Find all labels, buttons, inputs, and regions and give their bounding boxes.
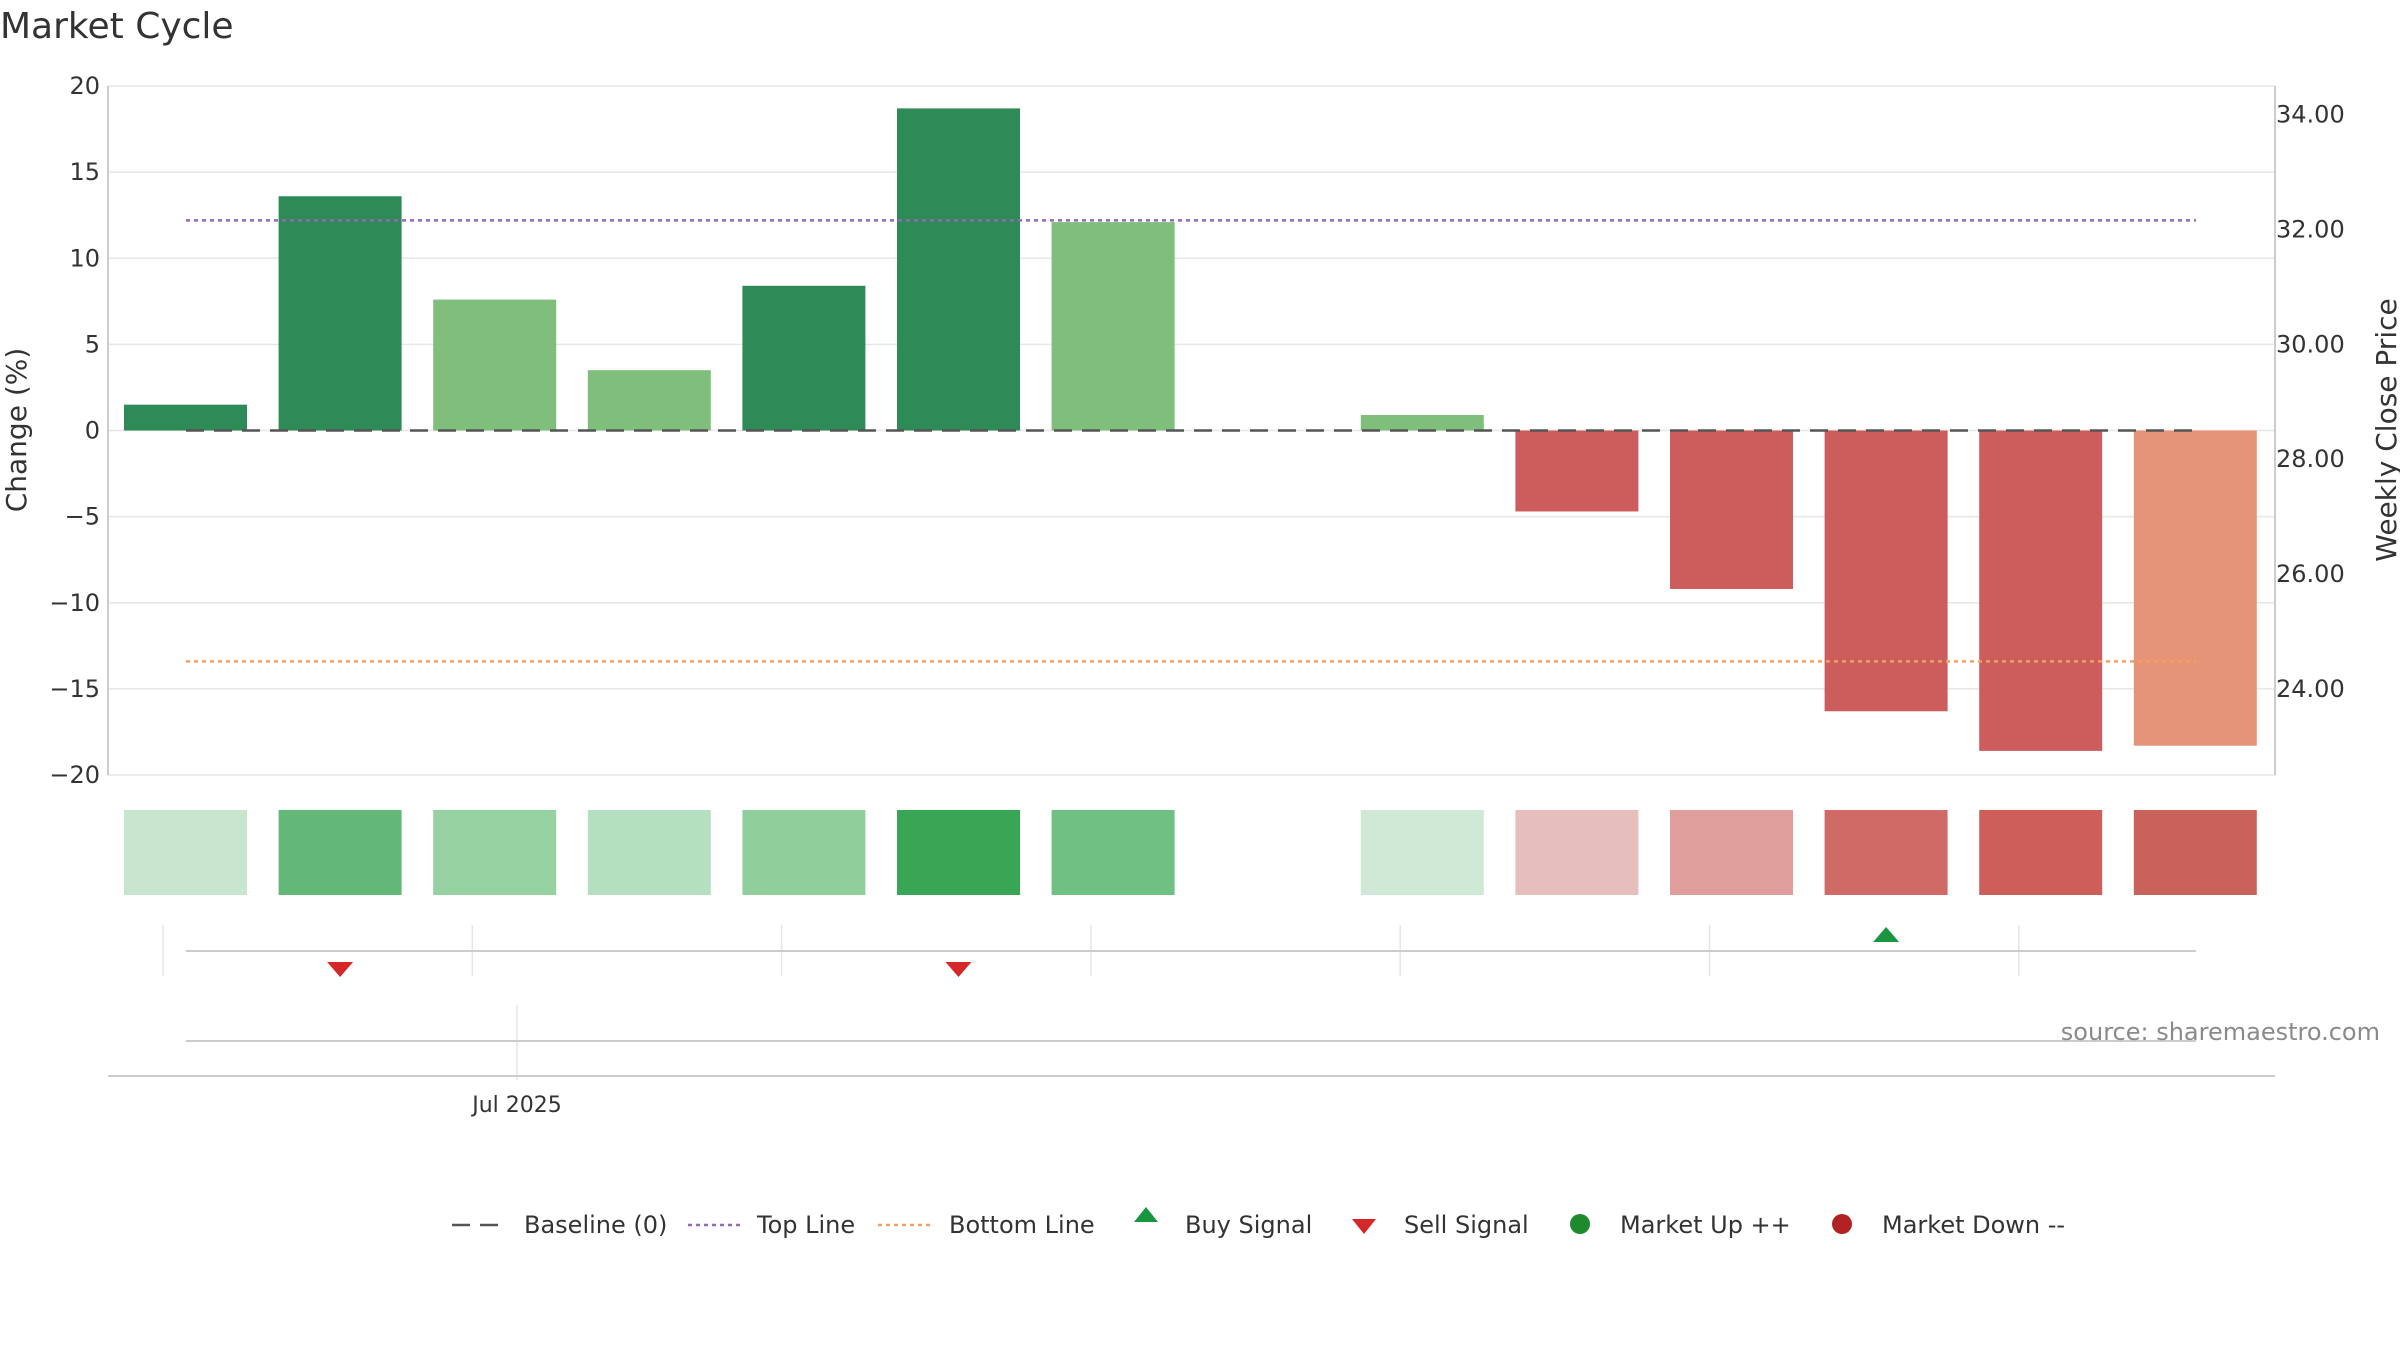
y-tick-label: 10 [69, 244, 100, 272]
bar-layer [124, 108, 2257, 751]
heat-cell [1360, 810, 1484, 895]
heat-cell [2133, 810, 2257, 895]
heat-cell [278, 810, 402, 895]
bar [897, 108, 1020, 431]
y-tick-label: −5 [65, 503, 100, 531]
y-tick-label: 15 [69, 158, 100, 186]
bar [1824, 430, 1948, 712]
y-tick-label: −20 [49, 761, 100, 789]
source-label: source: sharemaestro.com [2061, 1018, 2380, 1046]
legend-label: Market Down -- [1882, 1211, 2065, 1239]
buy-signal-marker [1873, 927, 1900, 942]
legend-up-icon [1570, 1214, 1590, 1234]
y2-tick-label: 32.00 [2276, 216, 2345, 244]
y2-axis-title: Weekly Close Price [2370, 298, 2400, 561]
bar [1979, 430, 2103, 751]
reference-lines [186, 219, 2196, 663]
heat-cell [897, 810, 1020, 895]
bar [1670, 430, 1793, 589]
y-tick-label: 0 [85, 417, 100, 445]
y-axis-title: Change (%) [0, 348, 33, 513]
bar [278, 196, 402, 431]
bar [1515, 430, 1639, 512]
legend-label: Bottom Line [949, 1211, 1095, 1239]
y2-tick-label: 26.00 [2276, 560, 2345, 588]
y2-tick-label: 28.00 [2276, 445, 2345, 473]
bar [1360, 414, 1484, 431]
heat-strip [124, 810, 2257, 895]
legend: Baseline (0) Top Line Bottom Line Buy Signa… [452, 1207, 2065, 1239]
date-panel: Jul 2025 [108, 1005, 2275, 1118]
legend-label: Sell Signal [1404, 1211, 1529, 1239]
heat-cell [433, 810, 557, 895]
y2-tick-label: 24.00 [2276, 675, 2345, 703]
heat-cell [124, 810, 247, 895]
bar [124, 404, 247, 431]
legend-label: Top Line [756, 1211, 855, 1239]
signal-panel [162, 925, 2196, 977]
heat-cell [1670, 810, 1793, 895]
axis-layer [107, 86, 2276, 775]
y2-tick-label: 34.00 [2276, 101, 2345, 129]
y-tick-label: −15 [49, 675, 100, 703]
heat-cell [1979, 810, 2103, 895]
y-tick-label: 20 [69, 72, 100, 100]
sell-signal-marker [327, 962, 354, 977]
bar [742, 285, 866, 431]
x-tick-label: Jul 2025 [470, 1093, 562, 1118]
bar [1051, 222, 1175, 431]
legend-buy-icon [1134, 1207, 1158, 1222]
legend-down-icon [1832, 1214, 1852, 1234]
y2-tick-label: 30.00 [2276, 330, 2345, 358]
heat-cell [1824, 810, 1948, 895]
bar [2133, 430, 2257, 746]
legend-sell-icon [1352, 1219, 1376, 1234]
y-tick-label: 5 [85, 330, 100, 358]
bar [587, 370, 711, 431]
legend-label: Buy Signal [1185, 1211, 1312, 1239]
y-tick-label: −10 [49, 589, 100, 617]
legend-label: Market Up ++ [1620, 1211, 1791, 1239]
chart-title: Market Cycle [0, 6, 234, 47]
sell-signal-marker [945, 962, 972, 977]
legend-label: Baseline (0) [524, 1211, 667, 1239]
heat-cell [587, 810, 711, 895]
heat-cell [1051, 810, 1175, 895]
heat-cell [742, 810, 866, 895]
bar [433, 299, 557, 431]
heat-cell [1515, 810, 1639, 895]
